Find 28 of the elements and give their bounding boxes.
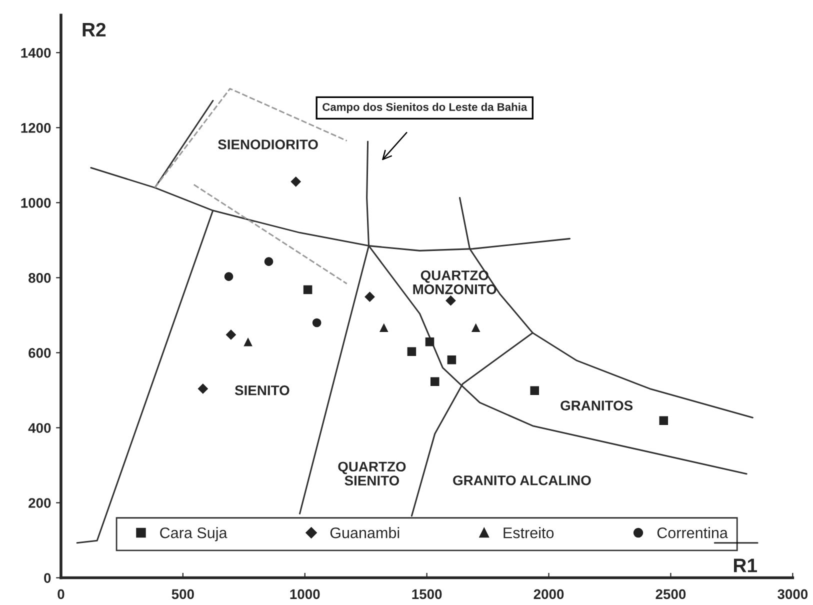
annotation: SIENODIORITO <box>218 140 318 150</box>
x-tick-label: 2500 <box>656 589 686 600</box>
y-axis-title: R2 <box>82 22 106 36</box>
x-tick-label: 1000 <box>290 589 320 600</box>
annotation: GRANITO ALCALINO <box>453 475 591 486</box>
y-tick-label: 1200 <box>21 122 51 133</box>
legend-label: Guanambi <box>330 527 400 538</box>
x-tick-label: 500 <box>172 589 194 600</box>
legend-label: Cara Suja <box>160 527 228 542</box>
y-tick-label: 0 <box>44 573 51 583</box>
legend-label: Correntina <box>657 527 728 538</box>
annotation: Campo dos Sienitos do Leste da Bahia <box>322 102 528 114</box>
annotation: SIENITO <box>234 385 290 396</box>
y-tick-label: 400 <box>28 423 51 433</box>
y-tick-label: 1400 <box>21 48 51 58</box>
x-tick-label: 1500 <box>412 589 442 600</box>
y-tick-label: 800 <box>28 273 51 283</box>
y-tick-label: 1000 <box>21 198 51 208</box>
annotation: QUARTZO MONZONITO <box>413 270 496 294</box>
y-tick-label: 200 <box>28 498 51 508</box>
x-tick-label: 0 <box>58 589 64 600</box>
x-tick-label: 3000 <box>778 589 808 600</box>
annotation: GRANITOS <box>560 400 633 410</box>
legend-label: Estreito <box>504 527 554 538</box>
annotation: QUARTZO SIENITO <box>338 462 406 486</box>
x-axis-title: R1 <box>734 558 757 572</box>
y-tick-label: 600 <box>28 348 51 358</box>
x-tick-label: 2000 <box>534 589 564 600</box>
